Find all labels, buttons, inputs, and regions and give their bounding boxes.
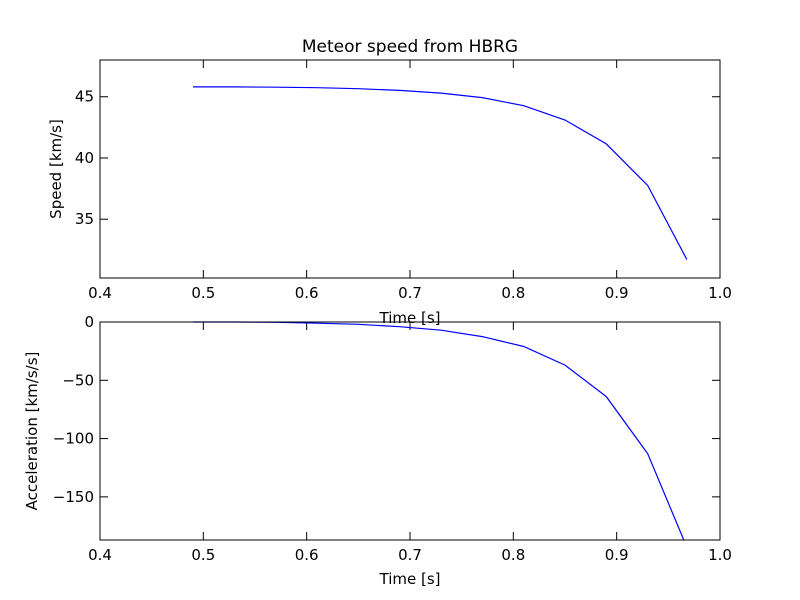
acceleration-chart-xtick-label: 0.8 — [501, 546, 525, 564]
speed-chart-ticks: 0.4 0.5 0.6 0.7 0.8 0.9 1.0 35 40 45 — [75, 60, 732, 302]
speed-chart-frame — [99, 59, 721, 279]
speed-chart-ytick-label: 35 — [75, 210, 94, 228]
speed-chart-ytick-label: 45 — [75, 88, 94, 106]
speed-chart-xtick-label: 0.9 — [605, 284, 629, 302]
speed-chart-xtick-label: 0.7 — [398, 284, 422, 302]
speed-chart-xtick-label: 0.8 — [501, 284, 525, 302]
acceleration-chart-ticks: 0.4 0.5 0.6 0.7 0.8 0.9 1.0 0 −50 −100 −150 — [53, 313, 732, 564]
speed-chart-ytick-label: 40 — [75, 149, 94, 167]
acceleration-chart-xtick-label: 0.7 — [398, 546, 422, 564]
acceleration-chart-ylabel: Acceleration [km/s/s] — [23, 352, 41, 511]
acceleration-chart-xtick-label: 0.4 — [88, 546, 112, 564]
acceleration-chart-xtick-label: 0.5 — [191, 546, 215, 564]
speed-chart-xtick-label: 0.5 — [191, 284, 215, 302]
acceleration-chart-ytick-label: −50 — [62, 371, 94, 389]
acceleration-chart-xtick-label: 1.0 — [708, 546, 732, 564]
speed-chart-title: Meteor speed from HBRG — [302, 37, 518, 57]
acceleration-chart-ytick-label: 0 — [84, 313, 94, 331]
acceleration-chart: Time [s] Acceleration [km/s/s] 0.4 0.5 0.6… — [23, 313, 732, 588]
speed-chart-xtick-label: 0.4 — [88, 284, 112, 302]
acceleration-chart-xtick-label: 0.9 — [605, 546, 629, 564]
speed-chart: Meteor speed from HBRG Time [s] Speed [k… — [47, 37, 732, 327]
speed-chart-xtick-label: 1.0 — [708, 284, 732, 302]
acceleration-chart-xtick-label: 0.6 — [295, 546, 319, 564]
acceleration-chart-xlabel: Time [s] — [379, 570, 441, 588]
acceleration-chart-ytick-label: −100 — [53, 430, 94, 448]
speed-chart-series — [193, 86, 688, 260]
speed-chart-series-line — [193, 86, 688, 260]
acceleration-chart-frame — [99, 321, 721, 541]
speed-chart-xtick-label: 0.6 — [295, 284, 319, 302]
speed-chart-ylabel: Speed [km/s] — [47, 119, 65, 219]
acceleration-chart-ytick-label: −150 — [53, 488, 94, 506]
